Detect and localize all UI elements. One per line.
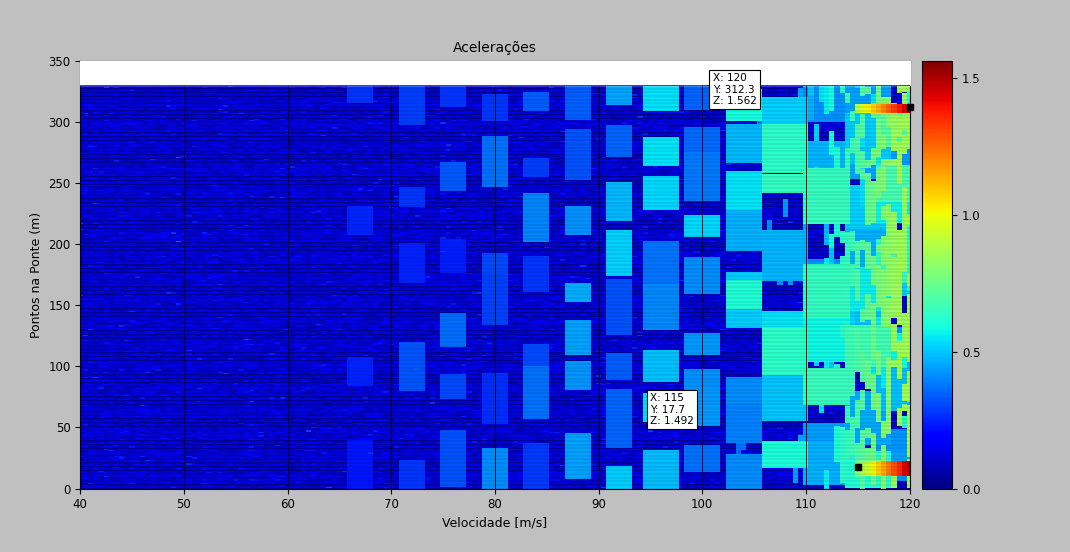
Text: X: 115
Y: 17.7
Z: 1.492: X: 115 Y: 17.7 Z: 1.492 [651,393,694,426]
Title: Acelerações: Acelerações [453,41,537,55]
Y-axis label: Pontos na Ponte (m): Pontos na Ponte (m) [30,211,43,338]
Text: X: 120
Y: 312.3
Z: 1.562: X: 120 Y: 312.3 Z: 1.562 [713,73,756,107]
X-axis label: Velocidade [m/s]: Velocidade [m/s] [442,517,548,530]
